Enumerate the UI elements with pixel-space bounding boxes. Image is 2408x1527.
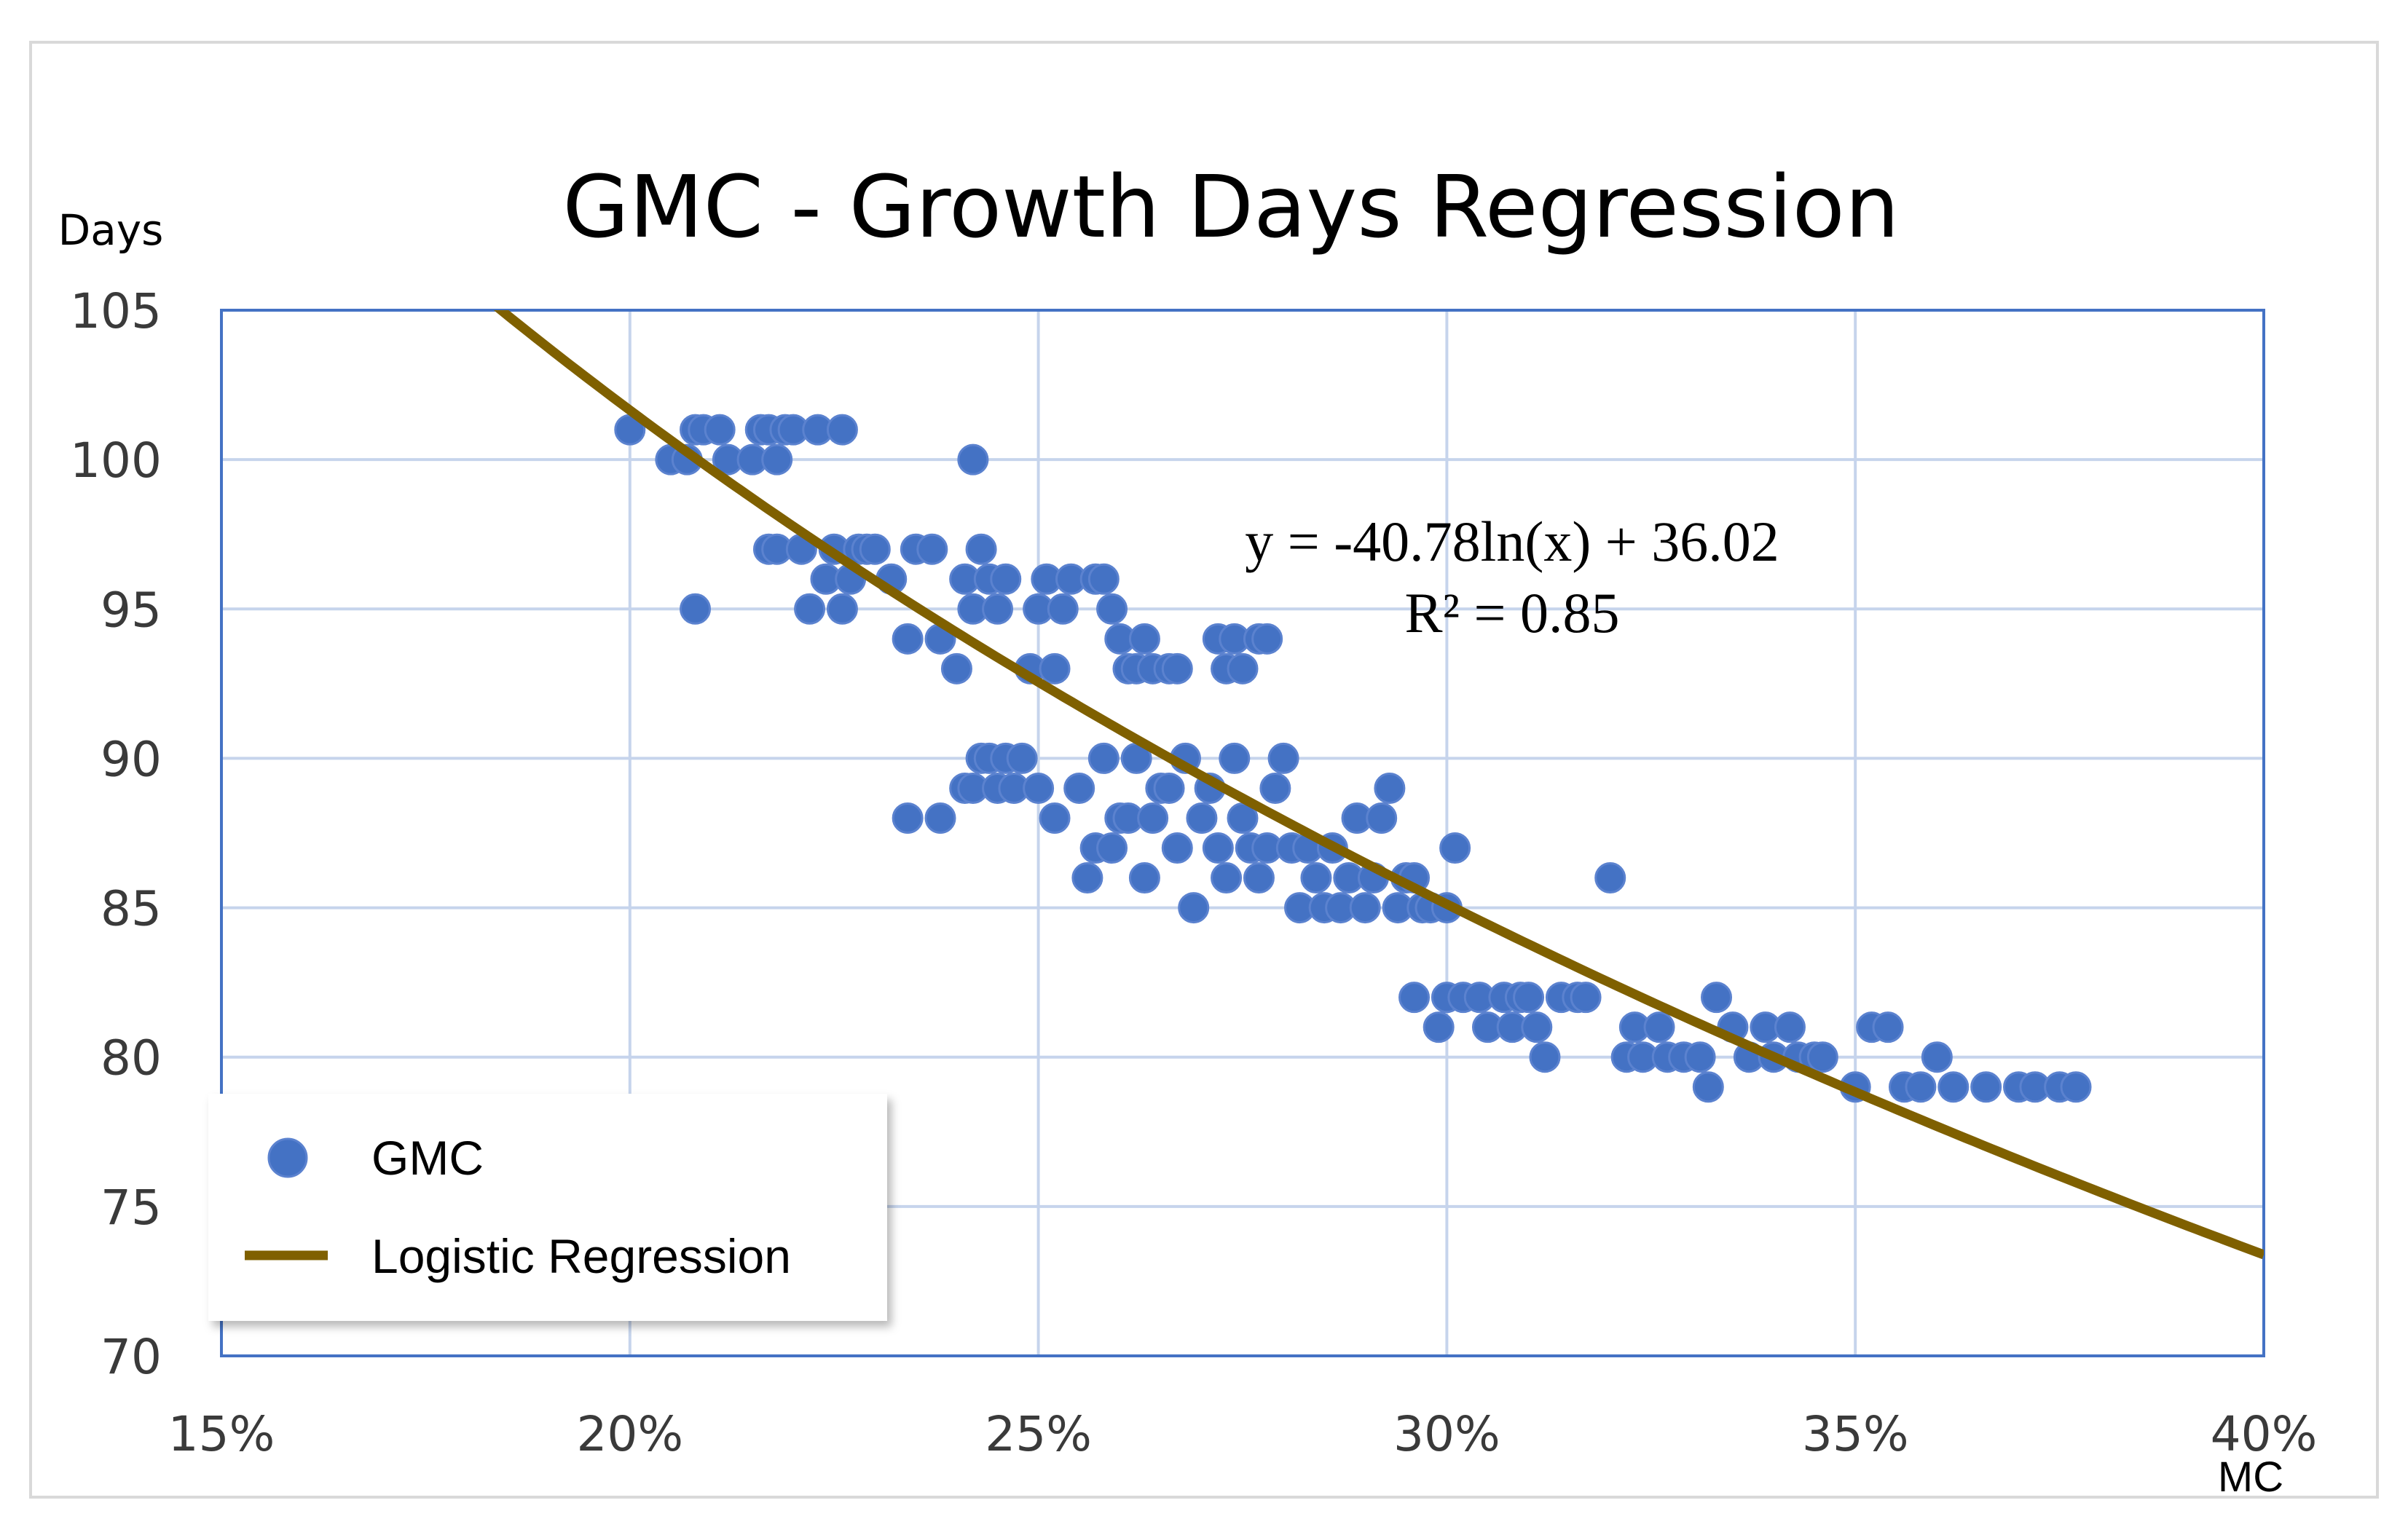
data-point: [1423, 1011, 1455, 1043]
data-point: [1211, 862, 1243, 894]
data-point: [1267, 742, 1299, 774]
data-point: [940, 652, 972, 684]
data-point: [1153, 772, 1185, 804]
legend-box: [208, 1094, 887, 1321]
plot-area: [220, 309, 2265, 1357]
y-axis-ticks: 70 75 80 85 90 95 100 105: [70, 283, 162, 1385]
data-point: [1071, 862, 1103, 894]
data-point: [1521, 1011, 1553, 1043]
x-axis-title: MC: [2218, 1453, 2283, 1501]
data-point: [1006, 742, 1038, 774]
data-point: [1063, 772, 1095, 804]
data-point: [1529, 1041, 1561, 1073]
y-axis-title: Days: [58, 205, 164, 255]
x-tick-label: 35%: [1802, 1406, 1909, 1462]
data-point: [1905, 1071, 1937, 1103]
data-point: [982, 593, 1014, 625]
data-point: [1937, 1071, 1970, 1103]
data-point: [1513, 982, 1545, 1014]
data-point: [794, 593, 826, 625]
data-point: [1039, 802, 1071, 834]
legend-label-regression: Logistic Regression: [371, 1229, 791, 1283]
data-point: [1300, 862, 1332, 894]
regression-equation: y = -40.78ln(x) + 36.02: [1245, 510, 1779, 573]
data-point: [1692, 1071, 1724, 1103]
x-tick-label: 40%: [2211, 1406, 2318, 1462]
data-point: [1039, 652, 1071, 684]
data-point: [1137, 802, 1169, 834]
data-point: [1643, 1011, 1675, 1043]
y-tick-label: 95: [101, 582, 162, 638]
data-point: [1219, 742, 1251, 774]
data-point: [1684, 1041, 1716, 1073]
data-point: [916, 533, 948, 565]
x-tick-label: 25%: [985, 1406, 1092, 1462]
data-point: [1227, 652, 1259, 684]
data-point: [1970, 1071, 2002, 1103]
data-point: [1128, 862, 1160, 894]
y-tick-label: 90: [101, 731, 162, 787]
legend-marker-gmc: [267, 1137, 308, 1178]
gmc-series: [614, 414, 2092, 1103]
y-tick-label: 100: [70, 433, 162, 489]
data-point: [1366, 802, 1398, 834]
data-point: [1047, 593, 1079, 625]
data-point: [1096, 593, 1128, 625]
r-squared-label: R² = 0.85: [1405, 581, 1620, 644]
data-point: [1701, 982, 1733, 1014]
data-point: [826, 593, 858, 625]
data-point: [1439, 832, 1471, 864]
data-point: [957, 443, 989, 476]
data-point: [1087, 563, 1120, 595]
data-point: [704, 414, 736, 446]
data-point: [1161, 832, 1193, 864]
data-point: [1251, 623, 1283, 655]
y-tick-label: 75: [101, 1180, 162, 1236]
data-point: [1128, 623, 1160, 655]
data-point: [1186, 802, 1218, 834]
legend-label-gmc: GMC: [371, 1131, 484, 1185]
legend: GMC Logistic Regression: [208, 1094, 887, 1321]
data-point: [1921, 1041, 1953, 1073]
data-point: [2060, 1071, 2092, 1103]
y-tick-label: 70: [101, 1329, 162, 1385]
data-point: [1178, 892, 1210, 924]
data-point: [1806, 1041, 1838, 1073]
x-tick-label: 15%: [168, 1406, 275, 1462]
data-point: [1202, 832, 1234, 864]
data-point: [924, 802, 956, 834]
chart-title: GMC - Growth Days Regression: [562, 157, 1899, 257]
data-point: [990, 563, 1022, 595]
data-point: [1594, 862, 1626, 894]
x-tick-label: 30%: [1393, 1406, 1500, 1462]
data-point: [1872, 1011, 1904, 1043]
data-point: [680, 593, 712, 625]
data-point: [1349, 892, 1381, 924]
data-point: [1087, 742, 1120, 774]
data-point: [1570, 982, 1602, 1014]
x-tick-label: 20%: [576, 1406, 683, 1462]
data-point: [965, 533, 997, 565]
y-tick-label: 80: [101, 1030, 162, 1086]
data-point: [826, 414, 858, 446]
data-point: [1259, 772, 1291, 804]
data-point: [1023, 772, 1055, 804]
y-tick-label: 105: [70, 283, 162, 339]
data-point: [892, 802, 924, 834]
data-point: [1774, 1011, 1806, 1043]
y-tick-label: 85: [101, 881, 162, 937]
data-point: [892, 623, 924, 655]
x-axis-ticks: 15% 20% 25% 30% 35% 40%: [168, 1406, 2318, 1462]
data-point: [761, 443, 793, 476]
regression-line: [493, 310, 2264, 1260]
data-point: [1161, 652, 1193, 684]
data-point: [859, 533, 891, 565]
data-point: [1398, 982, 1431, 1014]
data-point: [1243, 862, 1275, 894]
data-point: [1374, 772, 1406, 804]
data-point: [1096, 832, 1128, 864]
